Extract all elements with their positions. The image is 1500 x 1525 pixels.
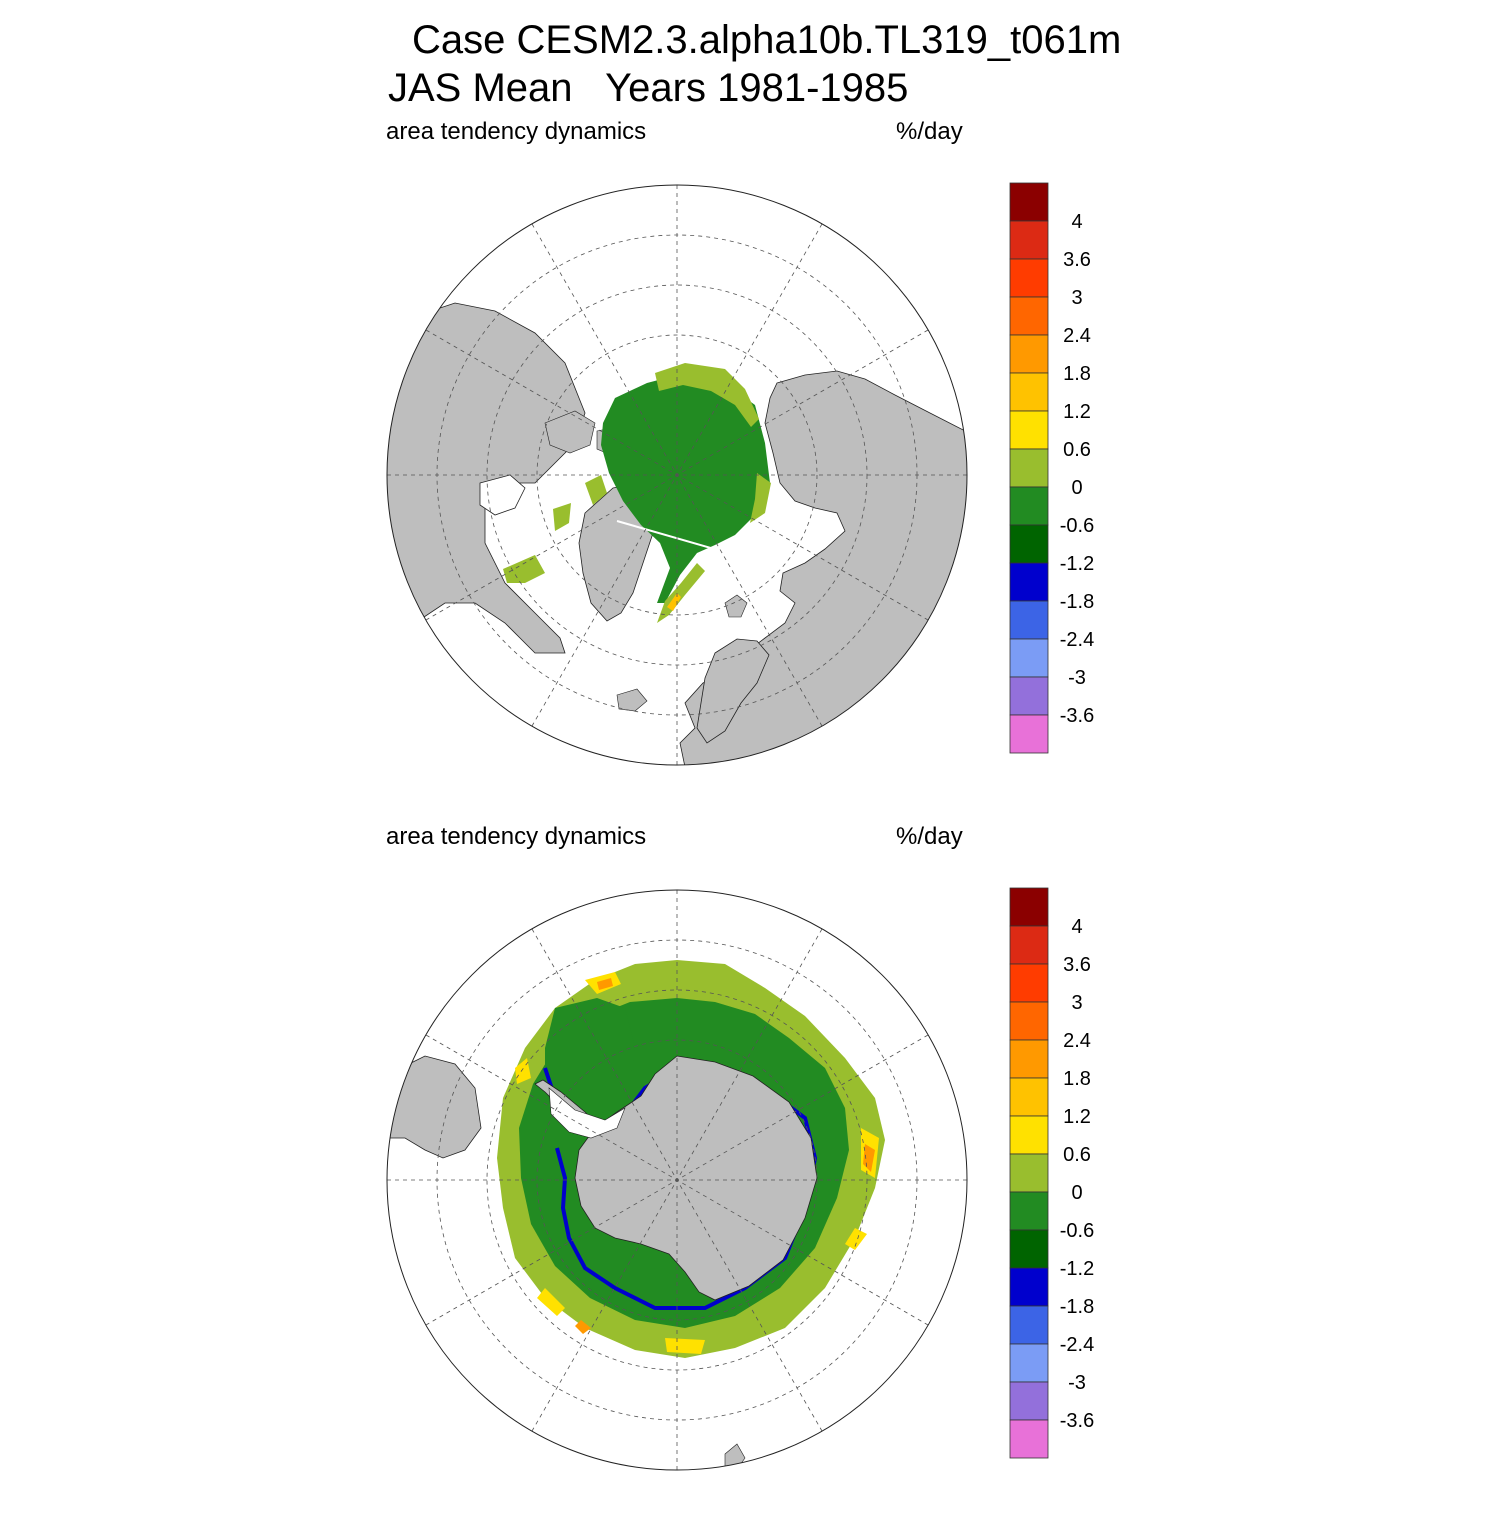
- south-colorbar-box-7: [1009, 1153, 1049, 1193]
- north-colorbar-tick-label: -1.2: [1060, 553, 1094, 575]
- south-america-tip: [387, 1055, 482, 1159]
- north-map-border: [386, 184, 968, 766]
- weddell-sea-ice: [545, 998, 635, 1118]
- south-colorbar-box-14: [1009, 1419, 1049, 1459]
- south-colorbar-box-2: [1009, 963, 1049, 1003]
- iceland: [616, 688, 648, 712]
- south-panel: area tendency dynamics %/day: [0, 820, 1500, 1525]
- south-colorbar-tick-label: 4: [1071, 916, 1082, 938]
- north-colorbar-box-4: [1009, 334, 1049, 374]
- north-units-label: %/day: [896, 118, 963, 145]
- south-colorbar-box-11: [1009, 1305, 1049, 1345]
- north-colorbar-tick-label: 0.6: [1063, 439, 1091, 461]
- south-colorbar-tick-label: -2.4: [1060, 1334, 1094, 1356]
- north-colorbar-box-9: [1009, 524, 1049, 564]
- south-colorbar-tick-label: 0.6: [1063, 1144, 1091, 1166]
- south-colorbar-tick-label: -3: [1068, 1372, 1086, 1394]
- south-map-border: [386, 889, 968, 1471]
- north-colorbar-box-3: [1009, 296, 1049, 336]
- north-colorbar-tick-label: 3.6: [1063, 249, 1091, 271]
- north-colorbar-tick-label: 0: [1071, 477, 1082, 499]
- north-variable-label: area tendency dynamics: [386, 118, 647, 145]
- north-colorbar-tick-label: 1.2: [1063, 401, 1091, 423]
- north-colorbar-tick-label: -1.8: [1060, 591, 1094, 613]
- north-colorbar-box-2: [1009, 258, 1049, 298]
- south-units-label: %/day: [896, 823, 963, 850]
- north-colorbar-box-11: [1009, 600, 1049, 640]
- south-colorbar-box-9: [1009, 1229, 1049, 1269]
- south-colorbar-box-0: [1009, 887, 1049, 927]
- north-colorbar-box-14: [1009, 714, 1049, 754]
- south-colorbar-tick-label: 2.4: [1063, 1030, 1091, 1052]
- scandinavia: [696, 638, 770, 744]
- south-colorbar-tick-label: -0.6: [1060, 1220, 1094, 1242]
- south-colorbar-box-13: [1009, 1381, 1049, 1421]
- north-colorbar-tick-label: 1.8: [1063, 363, 1091, 385]
- north-colorbar-tick-label: 2.4: [1063, 325, 1091, 347]
- north-colorbar-tick-label: 4: [1071, 211, 1082, 233]
- south-colorbar: 4 3.6 3 2.4 1.8 1.2 0.6 0 -0.6 -1.2 -1.8 -2.4 -3 -3.6: [1009, 887, 1094, 1459]
- south-colorbar-tick-label: 3: [1071, 992, 1082, 1014]
- north-colorbar-box-5: [1009, 372, 1049, 412]
- north-colorbar-tick-label: 3: [1071, 287, 1082, 309]
- south-colorbar-box-4: [1009, 1039, 1049, 1079]
- south-colorbar-tick-label: -1.2: [1060, 1258, 1094, 1280]
- south-colorbar-box-8: [1009, 1191, 1049, 1231]
- south-colorbar-box-12: [1009, 1343, 1049, 1383]
- north-colorbar-box-7: [1009, 448, 1049, 488]
- south-graticule: [387, 890, 967, 1470]
- south-colorbar-box-10: [1009, 1267, 1049, 1307]
- north-colorbar-tick-label: -3: [1068, 667, 1086, 689]
- north-colorbar-tick-label: -2.4: [1060, 629, 1094, 651]
- north-america-landmass: [387, 302, 586, 654]
- south-colorbar-box-3: [1009, 1001, 1049, 1041]
- north-colorbar: 4 3.6 3 2.4 1.8 1.2 0.6 0 -0.6 -1.2 -1.8 -2.4 -3 -3.6: [1009, 182, 1094, 754]
- north-graticule: [387, 185, 967, 765]
- north-colorbar-box-10: [1009, 562, 1049, 602]
- south-colorbar-tick-label: 0: [1071, 1182, 1082, 1204]
- north-colorbar-box-0: [1009, 182, 1049, 222]
- south-colorbar-box-5: [1009, 1077, 1049, 1117]
- north-colorbar-box-6: [1009, 410, 1049, 450]
- south-colorbar-box-1: [1009, 925, 1049, 965]
- south-colorbar-tick-label: 1.8: [1063, 1068, 1091, 1090]
- south-colorbar-tick-label: 1.2: [1063, 1106, 1091, 1128]
- south-colorbar-box-6: [1009, 1115, 1049, 1155]
- arctic-sea-ice-field: [601, 373, 770, 603]
- arctic-ice-margin-light: [503, 363, 771, 623]
- figure-title-period: JAS Mean Years 1981-1985: [388, 66, 909, 110]
- ronne-ice-shelf: [548, 1087, 626, 1139]
- north-colorbar-box-12: [1009, 638, 1049, 678]
- south-colorbar-tick-label: -1.8: [1060, 1296, 1094, 1318]
- south-variable-label: area tendency dynamics: [386, 823, 647, 850]
- south-colorbar-tick-label: -3.6: [1060, 1410, 1094, 1432]
- north-colorbar-box-13: [1009, 676, 1049, 716]
- figure-title-case: Case CESM2.3.alpha10b.TL319_t061m: [412, 18, 1122, 62]
- south-colorbar-tick-label: 3.6: [1063, 954, 1091, 976]
- north-colorbar-box-8: [1009, 486, 1049, 526]
- svalbard: [724, 594, 748, 618]
- south-polar-map: [386, 889, 968, 1471]
- arctic-ice-yellow-spot: [667, 593, 681, 611]
- north-colorbar-tick-label: -3.6: [1060, 705, 1094, 727]
- dateline-seam: [616, 520, 771, 566]
- north-colorbar-tick-label: -0.6: [1060, 515, 1094, 537]
- north-panel: area tendency dynamics %/day: [0, 115, 1500, 820]
- north-polar-map: [386, 184, 968, 766]
- north-colorbar-box-1: [1009, 220, 1049, 260]
